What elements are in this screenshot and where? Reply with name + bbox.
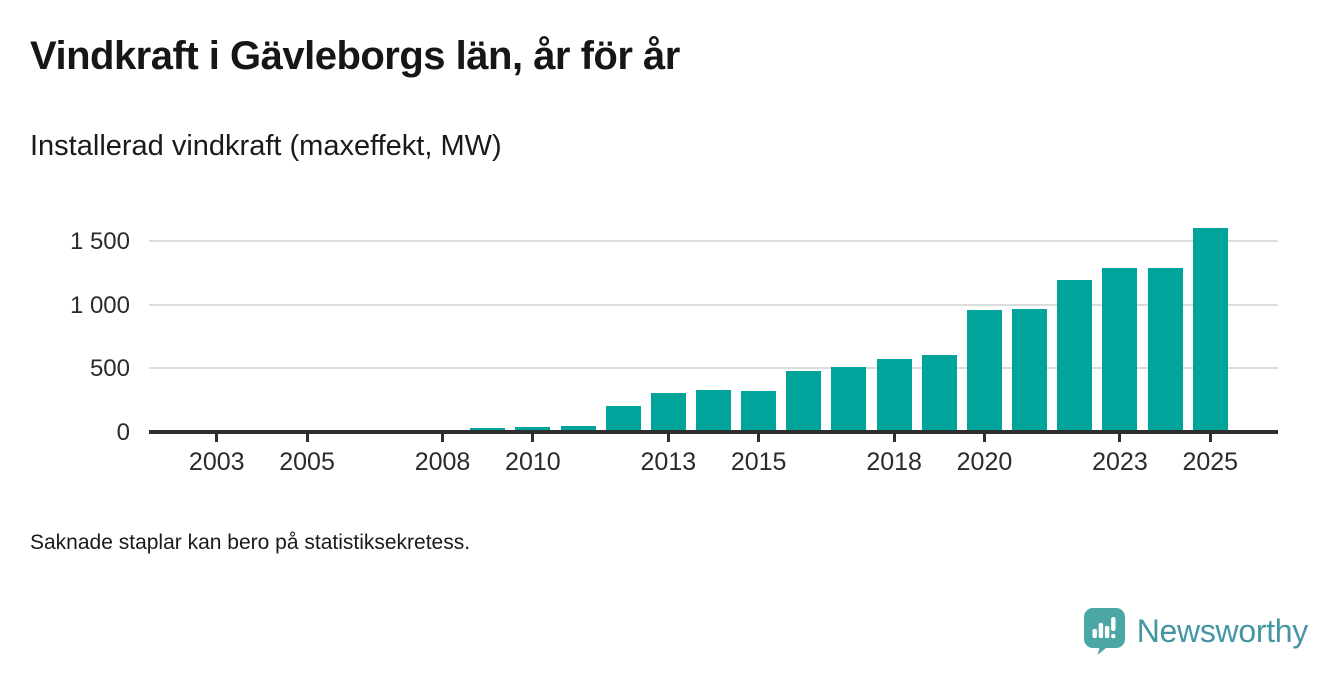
- y-axis-tick-label: 500: [89, 355, 130, 382]
- bar-2017: [831, 367, 867, 434]
- x-axis-tick: [531, 433, 535, 442]
- bar-2025: [1192, 228, 1228, 434]
- y-axis-tick-label: 1 000: [69, 291, 130, 319]
- x-axis-tick-label: 2003: [188, 448, 245, 476]
- bar-2018: [876, 359, 912, 434]
- gridline-1500: [149, 240, 1278, 242]
- bar-2013: [650, 393, 686, 434]
- bar-2014: [696, 390, 731, 434]
- x-axis-tick-label: 2018: [866, 448, 922, 476]
- bar-2022: [1057, 279, 1093, 434]
- x-axis-tick: [666, 433, 670, 442]
- chart-footnote: Saknade staplar kan bero på statistiksek…: [30, 531, 471, 554]
- gridline-500: [149, 367, 1278, 369]
- newsworthy-logo: Newsworthy: [1083, 608, 1309, 655]
- chart-title: Vindkraft i Gävleborgs län, år för år: [30, 34, 680, 78]
- y-axis-tick-label: 0: [116, 418, 130, 446]
- bar-2012: [605, 406, 641, 434]
- x-axis-tick-label: 2010: [505, 448, 561, 476]
- x-axis-tick: [441, 433, 445, 442]
- bar-2020: [966, 310, 1002, 434]
- bar-chart-speech-bubble-icon: [1083, 608, 1125, 655]
- bar-2024: [1147, 268, 1183, 434]
- x-axis-tick-label: 2005: [279, 448, 335, 476]
- x-axis-tick-label: 2023: [1092, 448, 1148, 476]
- gridline-1000: [149, 303, 1278, 306]
- x-axis-tick-label: 2013: [640, 448, 697, 476]
- x-axis-tick: [982, 433, 986, 442]
- x-axis-tick-label: 2020: [956, 448, 1013, 476]
- bar-2016: [786, 370, 822, 434]
- bar-2023: [1102, 268, 1138, 434]
- bar-2021: [1012, 308, 1048, 434]
- y-axis-tick-label: 1 500: [69, 228, 130, 255]
- newsworthy-wordmark: Newsworthy: [1136, 613, 1309, 649]
- x-axis-tick: [757, 433, 761, 442]
- x-axis-tick-label: 2025: [1182, 448, 1239, 476]
- chart-subtitle: Installerad vindkraft (maxeffekt, MW): [30, 130, 502, 162]
- x-axis-tick: [305, 433, 309, 442]
- x-axis-tick: [215, 433, 219, 442]
- x-axis-line: [149, 429, 1278, 434]
- x-axis-tick-label: 2008: [414, 448, 471, 476]
- bar-2015: [741, 390, 777, 434]
- x-axis-tick: [1208, 433, 1212, 442]
- x-axis-tick: [892, 433, 896, 442]
- x-axis-tick: [1118, 433, 1122, 442]
- bar-2019: [921, 355, 957, 434]
- x-axis-tick-label: 2015: [730, 448, 787, 476]
